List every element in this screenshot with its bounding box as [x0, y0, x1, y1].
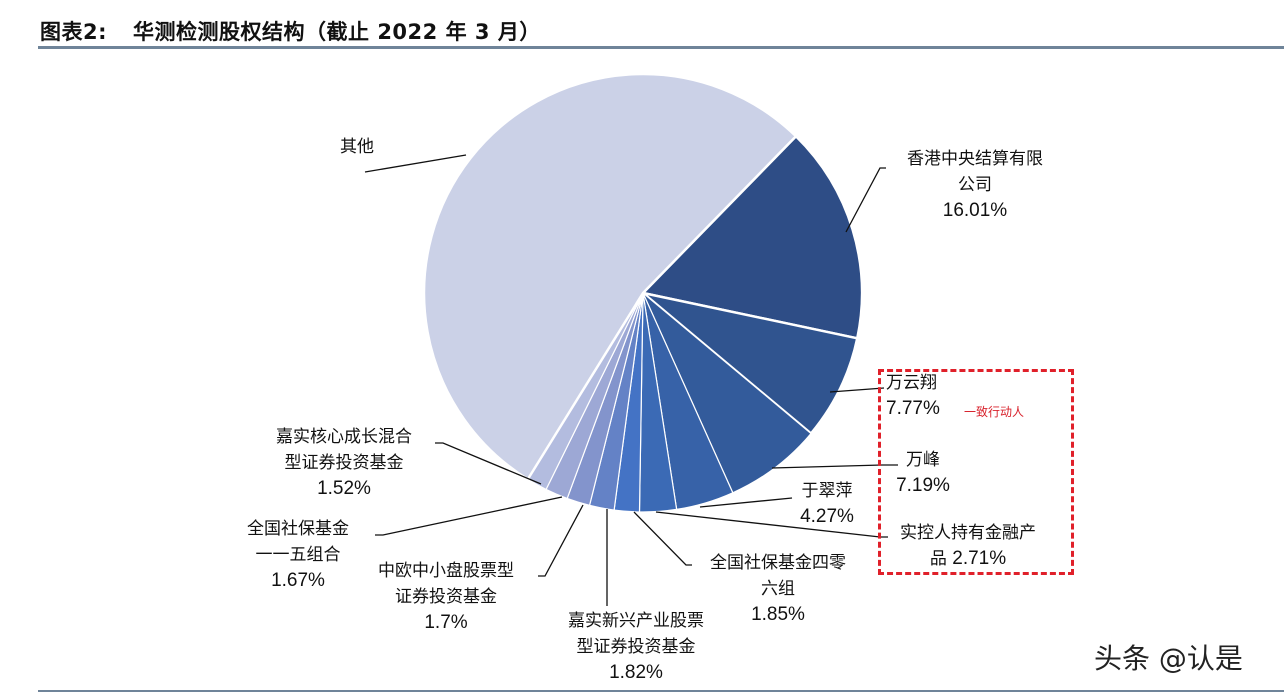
label-pct: 7.77% [886, 398, 940, 419]
figure-title-text: 华测检测股权结构（截止 2022 年 3 月） [133, 20, 541, 44]
label-pct: 16.01% [942, 200, 1008, 221]
label-pct: 7.19% [896, 475, 950, 496]
label-name: 万云翔 [886, 373, 937, 393]
footer-rule [38, 690, 1284, 692]
label-name: 实控人持有金融产 [900, 523, 1036, 543]
label-name: 全国社保基金四零 [710, 553, 846, 573]
label-name-2: 型证券投资基金 [576, 637, 696, 657]
label-name: 其他 [340, 137, 374, 157]
leader-lines [364, 154, 898, 606]
label-pct: 2.71% [952, 548, 1007, 569]
label-pct: 4.27% [800, 506, 854, 527]
label-pct: 1.52% [317, 478, 371, 499]
pie-slices [422, 72, 864, 513]
label-harvest-emerging: 嘉实新兴产业股票 型证券投资基金 1.82% [548, 608, 724, 686]
label-name: 于翠萍 [801, 481, 853, 501]
figure-title: 图表2: 华测检测股权结构（截止 2022 年 3 月） [40, 16, 541, 46]
label-pct: 1.67% [271, 570, 325, 591]
label-controller-products: 实控人持有金融产 品 2.71% [880, 520, 1056, 572]
label-pct: 1.7% [424, 612, 468, 633]
leader-line-zhongou [538, 504, 584, 577]
concert-party-note: 一致行动人 [964, 405, 1025, 419]
label-wan-feng: 万峰 7.19% [890, 447, 956, 499]
label-name: 全国社保基金 [247, 519, 349, 539]
pie-slice [641, 135, 864, 340]
label-other: 其他 [340, 134, 374, 160]
leader-line-harvest-core [435, 442, 542, 485]
label-name-2: 型证券投资基金 [284, 453, 404, 473]
label-ssf-406: 全国社保基金四零 六组 1.85% [692, 550, 864, 628]
leader-line-ssf-406 [633, 511, 692, 566]
watermark: 头条 @认是 [1094, 642, 1243, 675]
leader-line-wan-feng [771, 464, 898, 469]
label-pct: 1.85% [751, 604, 805, 625]
label-name-2: 证券投资基金 [395, 587, 497, 607]
label-pct: 1.82% [609, 662, 663, 683]
label-name: 香港中央结算有限 [907, 149, 1043, 169]
label-name-2: 六组 [761, 579, 795, 599]
pie-slice [422, 72, 798, 481]
label-name: 嘉实核心成长混合 [276, 427, 412, 447]
concert-party-box [878, 369, 1074, 575]
label-name-2: 一一五组合 [255, 545, 341, 565]
label-name: 万峰 [906, 450, 940, 470]
leader-line-other [364, 154, 467, 173]
label-yu-cuiping: 于翠萍 4.27% [792, 478, 862, 530]
label-harvest-core: 嘉实核心成长混合 型证券投资基金 1.52% [256, 424, 432, 502]
pie-slice [641, 291, 859, 435]
header-rule [38, 46, 1284, 49]
label-wan-yunxiang: 万云翔 7.77% [886, 370, 940, 422]
figure-number: 图表2: [40, 20, 108, 44]
label-hkscc: 香港中央结算有限 公司 16.01% [890, 146, 1060, 224]
leader-line-hkscc [845, 167, 886, 233]
label-ssf-115: 全国社保基金 一一五组合 1.67% [230, 516, 366, 594]
label-name-2: 公司 [958, 175, 992, 195]
leader-line-yu-cuiping [699, 497, 793, 508]
label-name-2: 品 [929, 549, 947, 569]
leader-line-wan-yunxiang [829, 387, 885, 393]
leader-line-ssf-115 [375, 496, 563, 536]
label-name: 中欧中小盘股票型 [378, 561, 514, 581]
label-name: 嘉实新兴产业股票 [568, 611, 704, 631]
label-zhongou: 中欧中小盘股票型 证券投资基金 1.7% [358, 558, 534, 636]
